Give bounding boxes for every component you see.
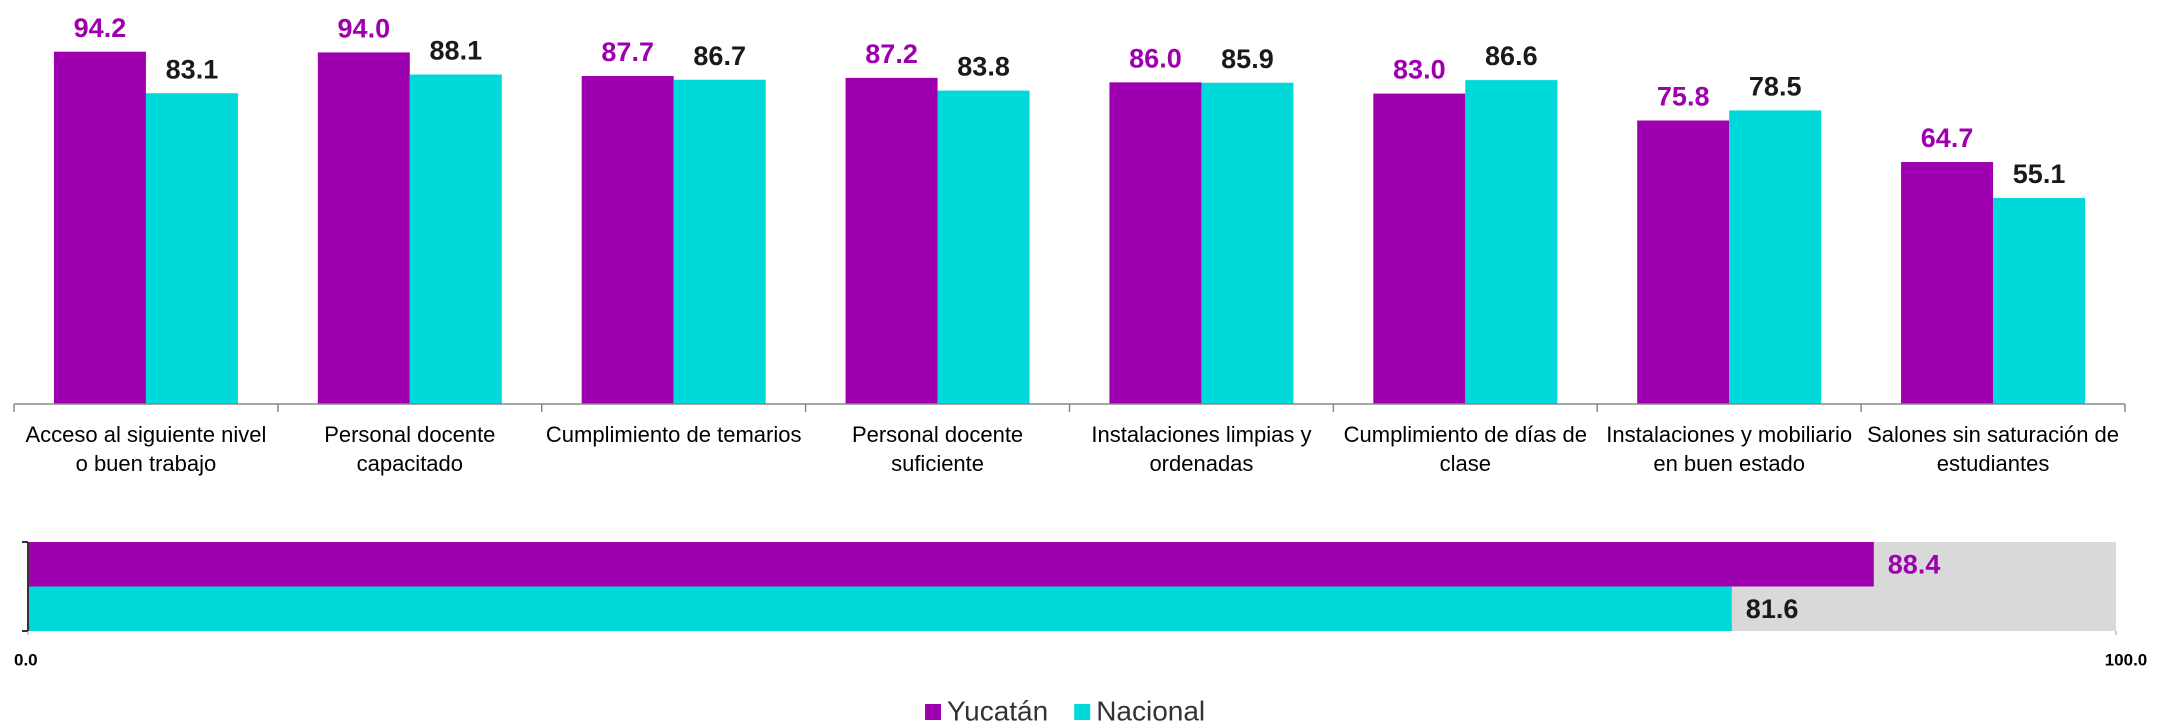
data-label: 78.5 <box>1749 72 1802 102</box>
data-label: 83.8 <box>957 52 1010 82</box>
data-label: 81.6 <box>1746 594 1799 624</box>
x-tick-label: Cumplimiento de temarios <box>545 422 802 447</box>
data-label: 87.7 <box>601 37 654 67</box>
bar <box>937 90 1030 404</box>
x-tick-label: Salones sin saturación de estudiantes <box>1867 422 2120 476</box>
bar <box>845 77 938 404</box>
bar <box>28 586 1732 631</box>
legend-label: Yucatán <box>947 695 1048 726</box>
bar <box>317 52 410 404</box>
bar <box>1465 80 1558 404</box>
data-label: 86.7 <box>693 41 746 71</box>
bar <box>1993 197 2086 404</box>
data-label: 55.1 <box>2013 159 2066 189</box>
bar <box>1637 120 1730 405</box>
bar <box>1201 82 1294 404</box>
legend-swatch <box>1074 704 1091 720</box>
data-label: 83.0 <box>1393 55 1446 85</box>
data-label: 64.7 <box>1921 123 1974 153</box>
data-label: 94.0 <box>338 14 391 44</box>
bar <box>53 51 146 404</box>
x-tick-label: Instalaciones y mobiliario en buen estad… <box>1606 422 1853 476</box>
legend-swatch <box>925 704 941 720</box>
bar <box>145 93 238 405</box>
bar <box>1729 110 1822 404</box>
bar <box>28 542 1874 587</box>
data-label: 88.4 <box>1888 549 1941 579</box>
bar <box>673 79 766 404</box>
bar <box>409 74 502 405</box>
data-label: 85.9 <box>1221 44 1274 74</box>
data-label: 86.6 <box>1485 41 1538 71</box>
x-tick-label: Personal docente suficiente <box>851 422 1024 476</box>
data-label: 83.1 <box>166 54 219 84</box>
data-label: 86.0 <box>1129 43 1182 73</box>
data-label: 87.2 <box>865 39 918 69</box>
legend-label: Nacional <box>1096 695 1205 726</box>
x-tick-label: Instalaciones limpias y ordenadas <box>1091 422 1312 476</box>
bar <box>1901 162 1994 404</box>
data-label: 94.2 <box>74 13 127 43</box>
bar <box>1373 93 1466 404</box>
x-tick-label: Personal docente capacitado <box>324 422 496 476</box>
x-tick-label: 100.0 <box>2105 650 2148 669</box>
bar <box>581 76 674 404</box>
x-tick-label: Cumplimiento de días de clase <box>1343 422 1587 476</box>
data-label: 75.8 <box>1657 82 1710 112</box>
bar <box>1109 82 1202 405</box>
x-tick-label: 0.0 <box>14 650 38 669</box>
data-label: 88.1 <box>430 36 483 66</box>
x-tick-label: Acceso al siguiente nivel o buen trabajo <box>25 422 267 476</box>
